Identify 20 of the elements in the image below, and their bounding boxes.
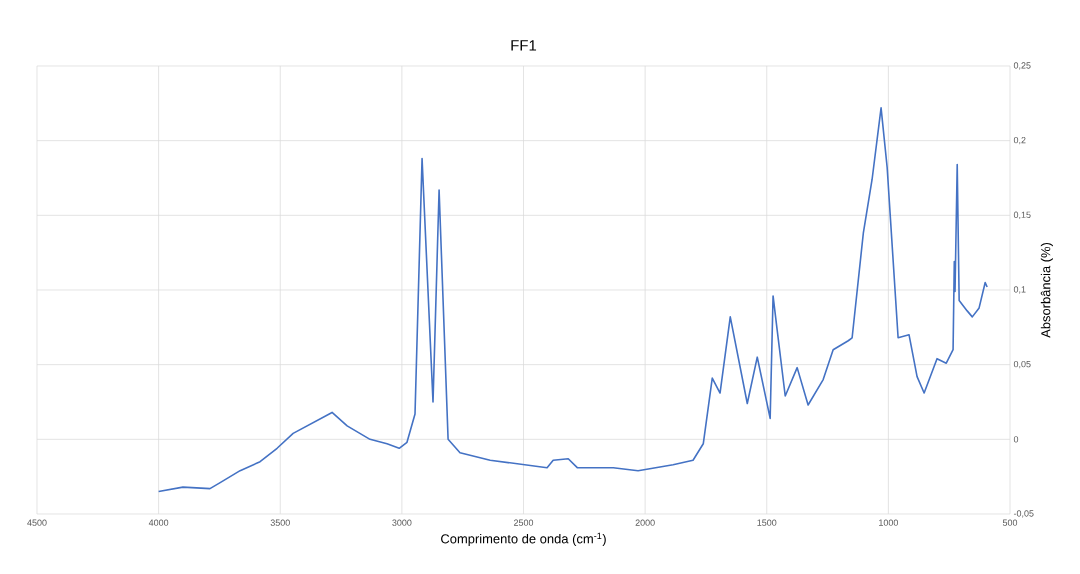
x-tick-label: 4000 bbox=[148, 519, 169, 526]
x-tick-label: 4500 bbox=[27, 519, 47, 526]
y-tick-label: 0,1 bbox=[1013, 286, 1026, 294]
x-tick-label: 500 bbox=[1002, 519, 1018, 526]
x-axis-title: Comprimento de onda (cm$^{-1}$) bbox=[441, 532, 606, 546]
line-series bbox=[157, 107, 988, 493]
y-tick-label: 0,2 bbox=[1013, 136, 1026, 145]
x-tick-label: 3500 bbox=[270, 519, 290, 526]
y-tick-label: -0,05 bbox=[1013, 510, 1034, 518]
y-tick-label: 0,05 bbox=[1013, 360, 1031, 369]
x-tick-label: 2000 bbox=[635, 519, 655, 526]
y-axis-title: Absorbância (%) bbox=[1040, 242, 1053, 338]
y-tick-label: 0,25 bbox=[1013, 62, 1031, 70]
x-tick-label: 1000 bbox=[879, 519, 898, 526]
x-tick-label: 3000 bbox=[392, 519, 412, 526]
x-tick-label: 1500 bbox=[757, 519, 777, 526]
y-tick-label: 0 bbox=[1013, 436, 1019, 443]
y-tick-label: 0,15 bbox=[1013, 211, 1031, 220]
chart-title: FF1 bbox=[511, 40, 537, 51]
x-tick-label: 2500 bbox=[513, 519, 534, 526]
